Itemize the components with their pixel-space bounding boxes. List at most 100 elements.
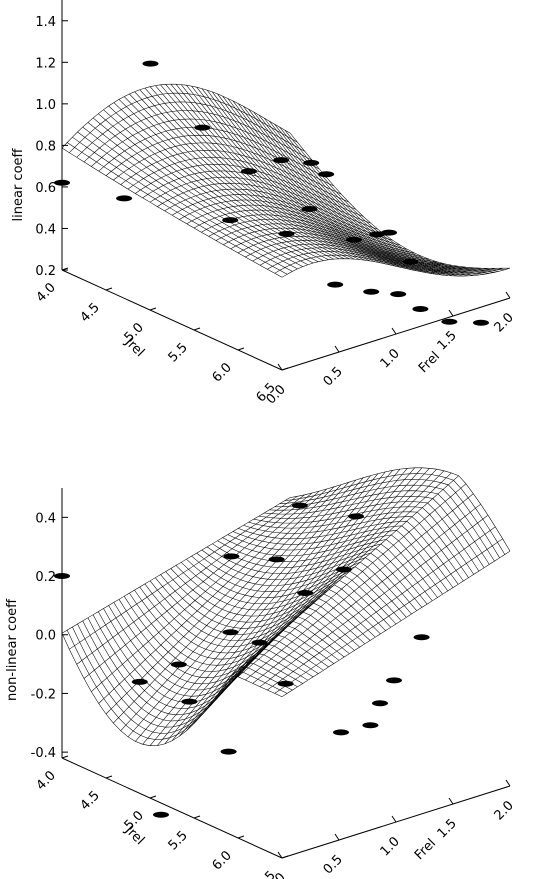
x-tick-mark [448,797,454,805]
data-point [222,217,239,224]
data-point [153,811,169,818]
x-tick-mark [448,309,454,317]
mesh-line-jrel [61,147,283,278]
mesh-line-jrel [222,534,443,595]
mesh-line-jrel [82,620,303,722]
mesh-line-jrel [87,617,309,716]
data-points-top [54,60,489,326]
mesh-line-jrel [77,623,298,728]
depth-tick-mark [237,835,245,839]
data-point [473,319,489,326]
data-point [303,159,320,166]
mesh-line-jrel [124,96,345,259]
x-tick-mark [277,363,283,371]
data-point [220,748,237,755]
data-point [131,678,148,685]
depth-tick-label: 4.5 [78,300,103,325]
data-point [222,629,239,636]
mesh-line-jrel [253,111,474,276]
z-ticks-top: 0.2 0.4 0.6 0.8 1.0 1.2 1.4 [35,15,68,279]
mesh-line-jrel [129,592,350,666]
data-point [346,236,362,243]
mesh-line-jrel [77,131,298,270]
mesh-line-jrel [155,85,376,263]
mesh-line-jrel [98,113,319,262]
x-tick-mark [391,327,397,335]
depth-tick-label: 4.0 [34,280,59,305]
data-point [54,179,70,186]
z-axis-label-top: linear coeff [11,147,26,221]
x-axis-label-bottom: Frel [412,836,439,863]
z-tick-label: 1.0 [35,98,56,113]
nonlinear-coeff-surface-plot: -0.4 -0.2 0.0 0.2 0.4 non-linear coeff 4.0 4.… [5,467,517,879]
mesh-line-jrel [191,555,412,615]
mesh-line-jrel [274,123,495,273]
mesh-line-jrel [108,105,329,260]
mesh-line-jrel [206,89,428,274]
z-tick-label: 1.2 [35,56,56,71]
z-tick-label: 0.8 [35,139,56,154]
data-point [278,230,295,237]
mesh-line-jrel [243,516,464,582]
mesh-line-jrel [232,525,454,588]
data-point [333,729,349,736]
depth-ticks-top: 4.04.55.05.56.06.5 [34,267,289,405]
data-point [301,206,318,212]
depth-tick-mark [193,327,201,331]
z-ticks-bottom: -0.4 -0.2 0.0 0.2 0.4 [31,511,68,761]
data-point [402,258,419,265]
mesh-line-jrel [274,484,495,562]
mesh-line-jrel [118,599,340,678]
mesh-line-jrel [139,89,360,260]
data-point [327,281,344,288]
x-ticks-bottom: 0.0 0.5 1.0 1.5 2.0 [264,779,517,879]
x-tick-label: 2.0 [492,310,517,335]
x-tick-mark [277,851,283,859]
mesh-line-jrel [227,530,449,592]
depth-tick-mark [149,795,157,799]
depth-tick-mark [105,287,113,291]
mesh-line-jrel [232,100,454,277]
z-tick-label: 0.2 [35,264,56,279]
mesh-line-jrel [129,93,350,260]
x-tick-mark [505,291,511,299]
mesh-line-jrel [175,84,397,267]
mesh-line-jrel [139,586,360,654]
z-tick-label: 0.0 [35,629,56,644]
mesh-line-jrel [160,574,381,635]
data-point [318,171,335,178]
x-tick-label: 1.5 [435,328,460,353]
mesh-line-jrel [149,86,371,262]
data-point [116,195,133,202]
mesh-line-jrel [98,611,319,703]
depth-tick-mark [61,755,69,759]
mesh-line-jrel [284,473,506,555]
data-point [348,513,364,520]
x-tick-label: 1.0 [378,346,403,371]
mesh-line-jrel [237,103,459,277]
depth-tick-mark [193,815,201,819]
mesh-line-jrel [123,596,345,672]
mesh-line-jrel [258,501,480,572]
mesh-line-jrel [269,120,490,274]
data-point [413,634,430,641]
mesh-line-jrel [264,495,485,568]
mesh-line-jrel [289,467,511,552]
mesh-line-jrel [170,568,391,628]
mesh-line-jrel [82,126,303,267]
mesh-line-jrel [113,602,334,685]
data-point [297,590,314,596]
depth-axis-bottom [61,757,283,859]
depth-tick-label: 6.0 [210,360,235,385]
data-point [251,639,268,646]
mesh-line-jrel [113,102,334,260]
mesh-line-jrel [258,114,479,276]
linear-coeff-surface-plot: 0.2 0.4 0.6 0.8 1.0 1.2 1.4 linear coeff 4.0 4.… [11,0,517,407]
data-point [277,680,294,687]
mesh-line-jrel [217,93,438,275]
mesh-line-jrel [144,87,366,261]
data-point [386,677,402,684]
data-point [54,573,70,579]
data-point [412,306,429,312]
